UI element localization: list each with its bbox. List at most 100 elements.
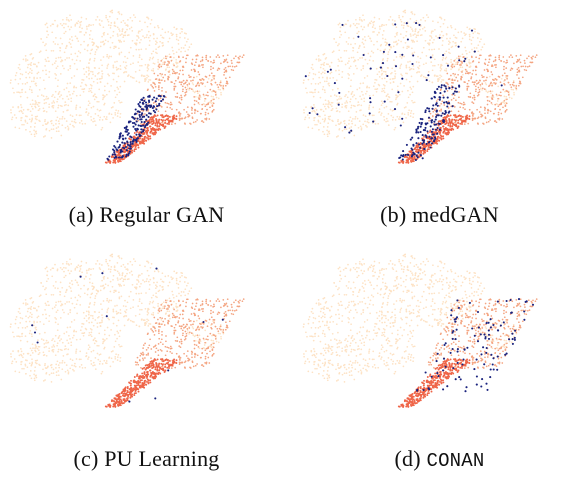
background-point xyxy=(339,26,342,29)
background-point xyxy=(173,56,175,59)
cluster-point xyxy=(228,76,231,79)
background-point xyxy=(147,312,150,314)
background-point xyxy=(103,275,106,278)
cluster-point xyxy=(160,60,163,62)
dense-point xyxy=(464,119,467,122)
background-point xyxy=(172,33,174,36)
background-point xyxy=(439,69,442,72)
cluster-point xyxy=(498,54,501,57)
cluster-point xyxy=(511,56,514,59)
background-point xyxy=(121,33,123,35)
background-point xyxy=(364,120,366,123)
background-point xyxy=(65,120,68,122)
background-point xyxy=(138,298,141,300)
background-point xyxy=(461,37,464,40)
background-point xyxy=(374,27,376,30)
background-point xyxy=(362,114,365,116)
cluster-point xyxy=(205,58,208,61)
background-point xyxy=(126,57,129,60)
background-point xyxy=(57,348,60,351)
background-point xyxy=(15,361,18,363)
background-point xyxy=(393,128,396,131)
background-point xyxy=(175,58,178,61)
background-point xyxy=(322,103,325,106)
dense-point xyxy=(159,128,162,131)
background-point xyxy=(401,74,403,77)
cluster-point xyxy=(216,83,219,86)
cluster-point xyxy=(489,54,492,56)
cluster-point xyxy=(193,103,196,106)
background-point xyxy=(353,134,356,137)
background-point xyxy=(468,58,471,61)
background-point xyxy=(90,87,93,90)
background-point xyxy=(95,292,98,295)
background-point xyxy=(88,90,90,93)
background-point xyxy=(108,299,111,302)
background-point xyxy=(425,62,427,65)
background-point xyxy=(348,67,351,69)
background-point xyxy=(449,37,451,40)
cluster-point xyxy=(460,78,462,81)
cluster-point xyxy=(170,81,173,83)
background-point xyxy=(404,41,407,44)
background-point xyxy=(450,68,452,70)
dense-point xyxy=(398,161,401,164)
cluster-point xyxy=(453,79,456,82)
cluster-point xyxy=(161,86,163,89)
background-point xyxy=(118,12,121,15)
background-point xyxy=(144,63,147,66)
background-point xyxy=(125,64,128,67)
background-point xyxy=(180,291,183,293)
cluster-point xyxy=(184,91,187,94)
background-point xyxy=(109,271,112,273)
cluster-point xyxy=(466,64,468,67)
background-point xyxy=(10,79,12,82)
background-point xyxy=(396,31,399,34)
background-point xyxy=(127,318,130,320)
background-point xyxy=(65,103,67,106)
background-point xyxy=(90,321,93,324)
background-point xyxy=(92,317,94,320)
generated-point xyxy=(308,111,311,115)
cluster-point xyxy=(505,74,508,77)
cluster-point xyxy=(136,361,139,364)
background-point xyxy=(156,296,158,299)
generated-point xyxy=(133,121,136,125)
background-point xyxy=(123,324,126,327)
background-point xyxy=(135,80,138,83)
background-point xyxy=(417,34,420,37)
dense-point xyxy=(414,147,416,150)
cluster-point xyxy=(204,97,206,100)
background-point xyxy=(99,81,102,83)
background-point xyxy=(76,68,78,71)
background-point xyxy=(146,65,149,67)
background-point xyxy=(47,33,50,36)
background-point xyxy=(337,120,339,123)
background-point xyxy=(160,319,163,321)
background-point xyxy=(153,37,155,40)
generated-point xyxy=(427,74,430,77)
background-point xyxy=(415,61,418,63)
cluster-point xyxy=(202,310,204,313)
generated-point xyxy=(411,62,414,66)
dense-point xyxy=(451,125,454,128)
background-point xyxy=(118,99,120,102)
background-point xyxy=(45,101,47,104)
background-point xyxy=(32,80,35,83)
background-point xyxy=(113,24,116,27)
background-point xyxy=(144,80,146,82)
background-point xyxy=(101,64,103,67)
cluster-point xyxy=(192,79,194,82)
cluster-point xyxy=(238,58,240,60)
cluster-point xyxy=(489,82,492,85)
background-point xyxy=(117,88,120,90)
cluster-point xyxy=(180,338,182,341)
background-point xyxy=(147,274,150,277)
background-point xyxy=(92,23,95,26)
background-point xyxy=(157,270,160,273)
background-point xyxy=(90,331,93,334)
background-point xyxy=(333,38,336,40)
background-point xyxy=(43,99,46,101)
cluster-point xyxy=(429,112,432,115)
background-point xyxy=(85,269,88,272)
